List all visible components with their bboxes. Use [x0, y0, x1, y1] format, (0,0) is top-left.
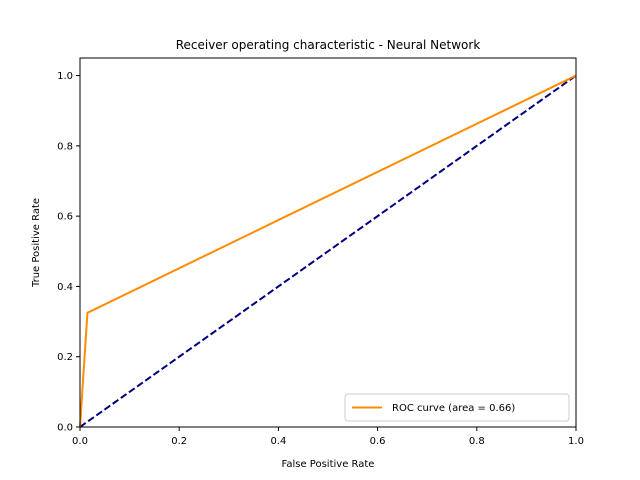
x-axis-title: False Positive Rate — [282, 459, 375, 470]
x-tick-label: 0.0 — [72, 436, 88, 447]
axes-frame — [79, 57, 577, 428]
x-tick-label: 0.2 — [171, 436, 187, 447]
x-tick-label: 0.6 — [370, 436, 386, 447]
plot-area — [79, 74, 577, 428]
y-axis: 0.0 0.2 0.4 0.6 0.8 1.0 — [57, 71, 80, 434]
chart-title: Receiver operating characteristic - Neur… — [176, 38, 481, 52]
x-tick-label: 1.0 — [568, 436, 584, 447]
legend-box — [344, 393, 570, 422]
legend-label-roc: ROC curve (area = 0.66) — [392, 403, 515, 414]
y-tick-label: 0.6 — [57, 212, 73, 223]
roc-curve-line — [79, 74, 577, 428]
y-tick-label: 1.0 — [57, 71, 73, 82]
x-axis: 0.0 0.2 0.4 0.6 0.8 1.0 — [72, 427, 584, 447]
legend: ROC curve (area = 0.66) — [344, 393, 570, 422]
y-tick-label: 0.8 — [57, 141, 73, 152]
y-axis-title: True Positive Rate — [31, 198, 42, 288]
x-tick-label: 0.4 — [270, 436, 286, 447]
y-tick-label: 0.2 — [57, 352, 73, 363]
y-tick-label: 0.0 — [57, 423, 73, 434]
x-tick-label: 0.8 — [469, 436, 485, 447]
reference-diagonal-line — [79, 74, 577, 428]
y-tick-label: 0.4 — [57, 282, 73, 293]
